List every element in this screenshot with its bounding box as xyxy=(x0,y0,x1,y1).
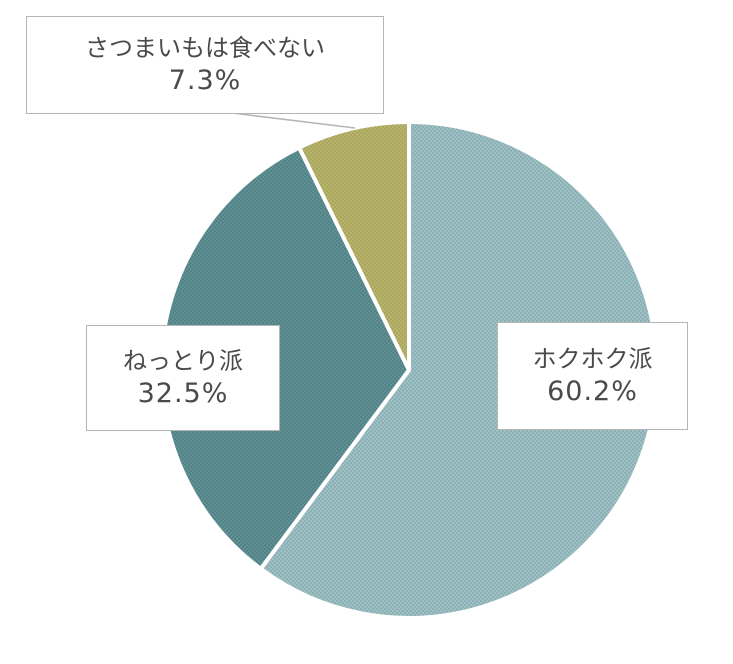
slice-label-name: さつまいもは食べない xyxy=(85,34,325,62)
pie-slice-do-not-eat xyxy=(297,120,411,372)
slice-label-name: ホクホク派 xyxy=(532,345,653,373)
data-label-hokuhoku: ホクホク派 60.2% xyxy=(497,322,688,430)
pie-slices xyxy=(159,120,659,620)
data-label-do-not-eat: さつまいもは食べない 7.3% xyxy=(26,16,384,114)
slice-label-name: ねっとり派 xyxy=(123,347,243,375)
callout-leader-line xyxy=(231,112,356,129)
data-label-nettori: ねっとり派 32.5% xyxy=(86,325,280,431)
pie-slice-hokuhoku xyxy=(258,120,659,620)
slice-label-value: 32.5% xyxy=(137,378,229,409)
slice-label-value: 60.2% xyxy=(547,376,638,407)
slice-label-value: 7.3% xyxy=(168,65,242,96)
